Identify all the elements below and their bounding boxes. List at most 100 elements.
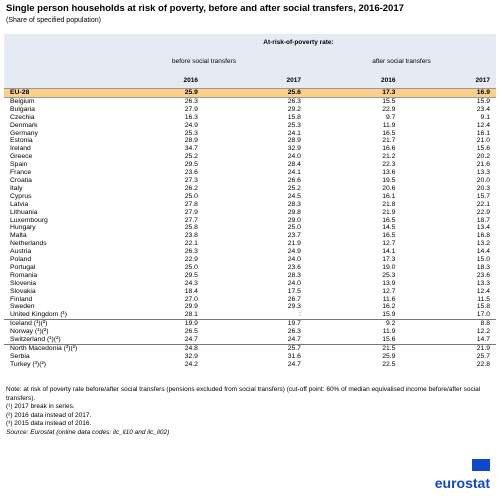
cell-value: 16.2	[306, 303, 402, 312]
cell-value: 14.1	[382, 248, 396, 256]
cell-value: 13.6	[382, 169, 396, 177]
row-label: Poland	[4, 256, 101, 264]
table-row: Romania 29.5 28.3 25.3 23.6	[4, 271, 496, 280]
table-row: Greece 25.2 24.0 21.2 20.2	[4, 153, 496, 161]
note: Source: Eurostat (online data codes: ilc…	[6, 428, 170, 436]
cell-value: 19.5	[306, 176, 402, 185]
cell-value: 13.2	[401, 240, 496, 249]
cell-value: 23.6	[287, 263, 301, 271]
cell-value: 15.8	[203, 113, 307, 122]
table-row: Bulgaria 27.9 29.2 22.9 23.4	[4, 106, 496, 114]
cell-value: 26.7	[287, 295, 301, 303]
cell-value: 21.9	[306, 208, 402, 217]
cell-value: 25.3	[287, 121, 301, 129]
cell-value: 21.5	[306, 343, 402, 353]
cell-value: 25.0	[101, 192, 204, 201]
row-label: Hungary	[4, 224, 101, 233]
cell-value: 16.9	[401, 88, 496, 98]
cell-value: 26.3	[184, 248, 198, 256]
table-row: Croatia 27.3 26.6 19.5 20.0	[4, 176, 496, 185]
cell-value: 9.2	[306, 319, 402, 329]
cell-value: 13.9	[382, 279, 396, 287]
cell-value: 17.3	[306, 88, 402, 98]
row-label: Germany	[4, 129, 101, 138]
cell-value: 27.7	[184, 216, 198, 224]
table-row: Czechia 16.3 15.8 9.7 9.1	[4, 113, 496, 122]
table-row: Denmark 24.9 25.3 11.9 12.4	[4, 122, 496, 130]
cell-value: 25.8	[101, 224, 204, 233]
group-header: after social transfers	[306, 50, 496, 72]
cell-value: 34.7	[101, 145, 204, 154]
cell-value: 9.7	[306, 113, 402, 122]
cell-value: 21.6	[401, 161, 496, 170]
cell-value: 11.5	[477, 295, 490, 303]
cell-value: 29.3	[203, 303, 307, 312]
cell-value: 21.9	[203, 240, 307, 249]
cell-value: 28.9	[184, 137, 198, 145]
row-label: Czechia	[4, 113, 101, 122]
cell-value: 13.3	[476, 279, 490, 287]
cell-value: 26.3	[101, 96, 204, 106]
cell-value: 29.9	[101, 303, 204, 312]
group-header: before social transfers	[101, 50, 307, 72]
row-label: Estonia	[10, 137, 33, 145]
cell-value: 28.9	[287, 137, 301, 145]
cell-value: 24.8	[101, 343, 204, 353]
cell-value: 26.5	[184, 328, 198, 336]
cell-value: 22.3	[306, 161, 402, 170]
cell-value: 25.2	[184, 153, 198, 161]
row-label: Spain	[4, 161, 101, 170]
row-label: Belgium	[4, 96, 101, 106]
row-label: EU-28	[4, 88, 101, 98]
note: Note: at risk of poverty rate before/aft…	[6, 386, 481, 402]
cell-value: 11.9	[382, 328, 396, 336]
cell-value: 24.1	[203, 129, 307, 138]
cell-value: 15.8	[401, 303, 496, 312]
cell-value: 19.7	[203, 319, 307, 329]
row-label: Bulgaria	[10, 105, 35, 113]
cell-value: 20.0	[401, 176, 496, 185]
row-label: Luxembourg	[10, 216, 48, 224]
table-row: Estonia 28.9 28.9 21.7 21.0	[4, 137, 496, 145]
row-label: Malta	[10, 232, 27, 240]
row-label: Slovakia	[4, 287, 101, 296]
cell-value: 11.6	[382, 295, 396, 303]
table-row: Austria 26.3 24.9 14.1 14.4	[4, 248, 496, 256]
cell-value: 20.3	[476, 184, 490, 192]
cell-value: 17.5	[203, 287, 307, 296]
cell-value: 23.8	[184, 232, 198, 240]
cell-value: 21.0	[476, 137, 490, 145]
table-row: Germany 25.3 24.1 16.5 16.1	[4, 129, 496, 138]
row-label: Cyprus	[4, 192, 101, 201]
cell-value: 18.3	[476, 263, 490, 271]
cell-value: 21.7	[382, 137, 396, 145]
row-label: Iceland (¹)(²)	[4, 319, 101, 329]
cell-value: 24.9	[184, 121, 198, 129]
cell-value: :	[299, 311, 301, 319]
cell-value: 31.6	[203, 352, 307, 361]
cell-value: 25.9	[101, 88, 204, 98]
cell-value: 15.6	[401, 145, 496, 154]
row-label: Lithuania	[4, 208, 101, 217]
year-header: 2017	[401, 72, 496, 89]
cell-value: 28.4	[203, 161, 307, 170]
cell-value: 15.9	[401, 96, 496, 106]
year-header: 2016	[306, 72, 402, 89]
cell-value: 32.9	[101, 352, 204, 361]
row-label: Italy	[10, 184, 23, 192]
table-row: EU-28 25.9 25.6 17.3 16.9	[4, 88, 496, 98]
cell-value: 14.5	[306, 224, 402, 233]
cell-value: 23.6	[184, 169, 198, 177]
year-header: 2016	[101, 72, 204, 89]
year-header: 2017	[203, 72, 307, 89]
table-row: Finland 27.0 26.7 11.6 11.5	[4, 296, 496, 304]
table-row: Netherlands 22.1 21.9 12.7 13.2	[4, 240, 496, 249]
cell-value: 9.1	[401, 113, 496, 122]
cell-value: 25.3	[306, 271, 402, 280]
note: (²) 2016 data instead of 2017.	[6, 411, 92, 419]
cell-value: 29.5	[101, 271, 204, 280]
cell-value: 27.0	[184, 295, 198, 303]
cell-value: 16.5	[382, 216, 396, 224]
cell-value: 16.6	[306, 145, 402, 154]
